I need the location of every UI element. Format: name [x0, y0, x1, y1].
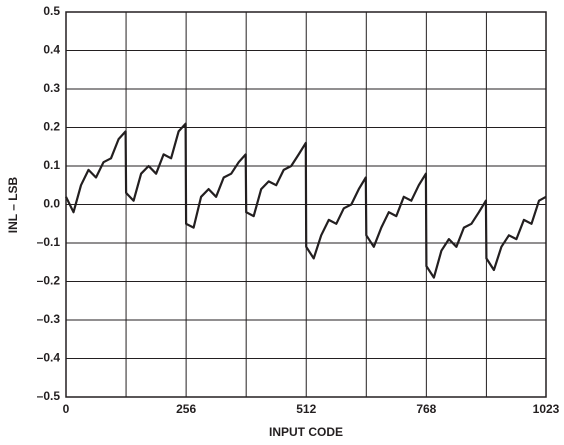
- plot-frame: [65, 11, 547, 398]
- x-axis-label: INPUT CODE: [269, 425, 343, 439]
- y-tick-label: 0.0: [43, 197, 60, 211]
- y-tick-label: –0.1: [37, 235, 61, 249]
- x-tick-label: 0: [63, 402, 70, 416]
- y-axis-label: INL – LSB: [6, 176, 20, 233]
- y-tick-label: 0.3: [43, 81, 60, 95]
- y-tick-label: –0.4: [37, 351, 61, 365]
- y-tick-label: –0.3: [37, 312, 61, 326]
- x-tick-label: 768: [416, 402, 436, 416]
- x-tick-label: 1023: [533, 402, 560, 416]
- y-tick-label: 0.1: [43, 158, 60, 172]
- y-tick-label: 0.2: [43, 120, 60, 134]
- y-tick-label: 0.5: [43, 4, 60, 18]
- y-tick-label: 0.4: [43, 43, 60, 57]
- x-tick-label: 512: [296, 402, 316, 416]
- series-line: [65, 122, 547, 279]
- y-tick-label: –0.5: [37, 389, 61, 403]
- y-tick-label: –0.2: [37, 274, 61, 288]
- x-tick-label: 256: [176, 402, 196, 416]
